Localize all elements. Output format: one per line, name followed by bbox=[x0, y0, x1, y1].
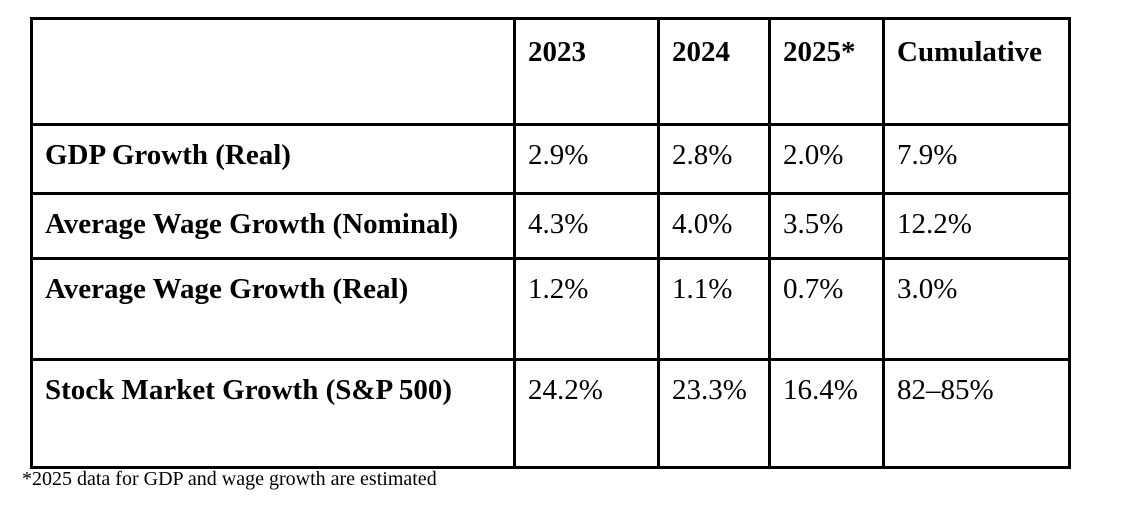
cell-gdp-2025: 2.0% bbox=[768, 123, 885, 195]
cell-gdp-2024: 2.8% bbox=[657, 123, 771, 195]
header-cell-2024: 2024 bbox=[657, 17, 771, 126]
economic-growth-table: 2023 2024 2025* Cumulative GDP Growth (R… bbox=[30, 17, 1071, 469]
cell-wage-nominal-2024: 4.0% bbox=[657, 192, 771, 260]
cell-stock-2023: 24.2% bbox=[513, 358, 660, 469]
cell-wage-real-cumulative: 3.0% bbox=[882, 257, 1071, 361]
cell-wage-nominal-cumulative: 12.2% bbox=[882, 192, 1071, 260]
table-row-wage-nominal: Average Wage Growth (Nominal) 4.3% 4.0% … bbox=[30, 192, 1071, 260]
row-label-stock-market: Stock Market Growth (S&P 500) bbox=[30, 358, 516, 469]
row-label-gdp-growth: GDP Growth (Real) bbox=[30, 123, 516, 195]
header-cell-cumulative: Cumulative bbox=[882, 17, 1071, 126]
table-row-wage-real: Average Wage Growth (Real) 1.2% 1.1% 0.7… bbox=[30, 257, 1071, 361]
cell-wage-real-2025: 0.7% bbox=[768, 257, 885, 361]
cell-wage-nominal-2023: 4.3% bbox=[513, 192, 660, 260]
row-label-wage-nominal: Average Wage Growth (Nominal) bbox=[30, 192, 516, 260]
table-footnote: *2025 data for GDP and wage growth are e… bbox=[22, 468, 437, 490]
cell-wage-real-2024: 1.1% bbox=[657, 257, 771, 361]
cell-stock-cumulative: 82–85% bbox=[882, 358, 1071, 469]
cell-gdp-2023: 2.9% bbox=[513, 123, 660, 195]
cell-gdp-cumulative: 7.9% bbox=[882, 123, 1071, 195]
table-row-gdp-growth: GDP Growth (Real) 2.9% 2.8% 2.0% 7.9% bbox=[30, 123, 1071, 195]
cell-wage-nominal-2025: 3.5% bbox=[768, 192, 885, 260]
table-row-stock-market: Stock Market Growth (S&P 500) 24.2% 23.3… bbox=[30, 358, 1071, 469]
header-cell-2025: 2025* bbox=[768, 17, 885, 126]
cell-stock-2024: 23.3% bbox=[657, 358, 771, 469]
header-row: 2023 2024 2025* Cumulative bbox=[30, 17, 1071, 126]
header-cell-empty bbox=[30, 17, 516, 126]
header-cell-2023: 2023 bbox=[513, 17, 660, 126]
row-label-wage-real: Average Wage Growth (Real) bbox=[30, 257, 516, 361]
cell-wage-real-2023: 1.2% bbox=[513, 257, 660, 361]
cell-stock-2025: 16.4% bbox=[768, 358, 885, 469]
